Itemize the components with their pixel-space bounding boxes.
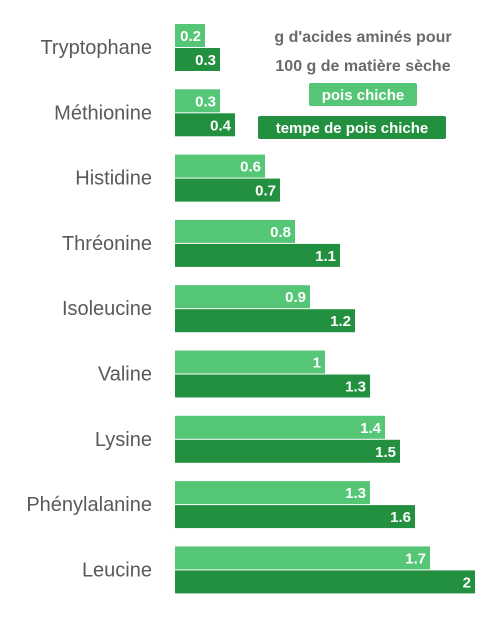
bar-pois-chiche-valine bbox=[175, 350, 325, 374]
data-label: 1.3 bbox=[345, 485, 366, 502]
data-label: 0.2 bbox=[180, 28, 201, 45]
legend-swatch-pois-chiche bbox=[309, 83, 417, 106]
data-label: 0.9 bbox=[285, 289, 306, 306]
bar-tempe-phénylalanine bbox=[175, 505, 415, 529]
category-label: Isoleucine bbox=[62, 298, 152, 320]
legend-label-pois-chiche: pois chiche bbox=[322, 87, 405, 104]
data-label: 0.4 bbox=[210, 117, 232, 134]
data-label: 1.5 bbox=[375, 444, 396, 461]
data-label: 1.1 bbox=[315, 248, 336, 265]
bar-tempe-leucine bbox=[175, 570, 475, 594]
data-label: 1.6 bbox=[390, 509, 411, 526]
data-label: 0.3 bbox=[195, 52, 216, 69]
data-label: 0.7 bbox=[255, 183, 276, 200]
bar-pois-chiche-histidine bbox=[175, 154, 265, 178]
legend-swatch-tempe-de-pois-chiche bbox=[258, 116, 446, 139]
bar-pois-chiche-lysine bbox=[175, 415, 385, 439]
bars-group: Tryptophane 0.2 0.3 Méthionine 0.3 0.4 Histidi… bbox=[26, 24, 475, 594]
bar-tempe-valine bbox=[175, 374, 370, 398]
bar-pois-chiche-thréonine bbox=[175, 219, 295, 243]
data-label: 1.3 bbox=[345, 379, 366, 396]
data-label: 0.8 bbox=[270, 224, 291, 241]
data-label: 1.4 bbox=[360, 420, 382, 437]
category-label: Lysine bbox=[95, 429, 152, 451]
legend: g d'acides aminés pour 100 g de matière … bbox=[258, 29, 452, 139]
bar-pois-chiche-tryptophane bbox=[175, 24, 205, 47]
data-label: 0.3 bbox=[195, 93, 216, 110]
category-label: Méthionine bbox=[54, 102, 152, 124]
data-label: 2 bbox=[463, 574, 471, 591]
bar-tempe-isoleucine bbox=[175, 309, 355, 333]
category-label: Leucine bbox=[82, 559, 152, 581]
category-label: Histidine bbox=[75, 168, 152, 190]
legend-title-line-1: g d'acides aminés pour bbox=[274, 29, 451, 46]
legend-title-line-2: 100 g de matière sèche bbox=[275, 58, 450, 75]
legend-label-tempe-de-pois-chiche: tempe de pois chiche bbox=[276, 120, 429, 137]
bar-pois-chiche-isoleucine bbox=[175, 285, 310, 309]
bar-tempe-méthionine bbox=[175, 113, 235, 137]
category-label: Phénylalanine bbox=[26, 494, 152, 516]
category-label: Thréonine bbox=[62, 233, 152, 255]
bar-tempe-lysine bbox=[175, 439, 400, 463]
category-label: Tryptophane bbox=[40, 37, 152, 59]
category-label: Valine bbox=[98, 364, 152, 386]
bar-pois-chiche-phénylalanine bbox=[175, 481, 370, 505]
data-label: 1.7 bbox=[405, 550, 426, 567]
bar-tempe-tryptophane bbox=[175, 48, 220, 71]
data-label: 1.2 bbox=[330, 313, 351, 330]
bar-pois-chiche-méthionine bbox=[175, 89, 220, 113]
bar-pois-chiche-leucine bbox=[175, 546, 430, 570]
bar-tempe-histidine bbox=[175, 178, 280, 202]
bar-tempe-thréonine bbox=[175, 243, 340, 267]
data-label: 0.6 bbox=[240, 159, 261, 176]
data-label: 1 bbox=[313, 355, 321, 372]
